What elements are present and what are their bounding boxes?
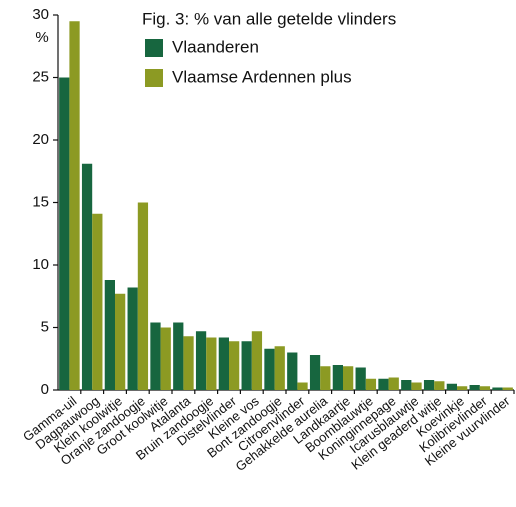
y-tick-label: 5 bbox=[41, 318, 49, 335]
bar bbox=[378, 378, 389, 390]
y-tick-label: 25 bbox=[32, 68, 49, 85]
bar bbox=[150, 322, 161, 390]
bar bbox=[229, 341, 240, 390]
y-tick-label: 0 bbox=[41, 381, 49, 398]
bar bbox=[92, 213, 103, 390]
bar bbox=[274, 346, 285, 390]
bar bbox=[206, 337, 217, 390]
y-tick-label: 20 bbox=[32, 131, 49, 148]
bar bbox=[81, 163, 93, 390]
bar bbox=[411, 382, 422, 390]
bar bbox=[434, 381, 445, 390]
bar bbox=[457, 386, 468, 390]
bar bbox=[69, 21, 80, 390]
bar bbox=[469, 385, 480, 390]
y-axis-label: % bbox=[35, 29, 48, 46]
legend-label: Vlaamse Ardennen plus bbox=[172, 67, 352, 86]
bar bbox=[492, 387, 503, 390]
bar bbox=[218, 337, 229, 390]
legend-swatch bbox=[145, 69, 163, 87]
bar bbox=[388, 377, 399, 390]
bar bbox=[309, 355, 321, 390]
bar bbox=[401, 380, 412, 390]
bar bbox=[264, 348, 275, 390]
bar bbox=[104, 280, 115, 390]
bar bbox=[173, 322, 184, 390]
bar bbox=[355, 367, 366, 390]
chart-title: Fig. 3: % van alle getelde vlinders bbox=[142, 9, 396, 28]
bar bbox=[160, 327, 171, 390]
bar bbox=[115, 293, 126, 390]
bar bbox=[241, 341, 252, 390]
legend-label: Vlaanderen bbox=[172, 37, 259, 56]
bar bbox=[137, 202, 149, 390]
bar bbox=[502, 387, 513, 390]
bar bbox=[297, 382, 308, 390]
y-tick-label: 15 bbox=[32, 193, 49, 210]
bar bbox=[183, 336, 194, 390]
bar bbox=[479, 386, 491, 390]
bar bbox=[343, 366, 354, 390]
y-tick-label: 30 bbox=[32, 6, 49, 23]
bar bbox=[127, 287, 138, 390]
bar bbox=[446, 383, 457, 390]
bar bbox=[251, 331, 263, 390]
bar bbox=[195, 331, 207, 390]
y-tick-label: 10 bbox=[32, 256, 49, 273]
bar bbox=[423, 380, 435, 390]
bar bbox=[365, 378, 377, 390]
bar bbox=[59, 77, 70, 390]
bar bbox=[332, 365, 343, 390]
bar bbox=[287, 352, 298, 390]
legend-swatch bbox=[145, 39, 163, 57]
bar bbox=[320, 366, 331, 390]
